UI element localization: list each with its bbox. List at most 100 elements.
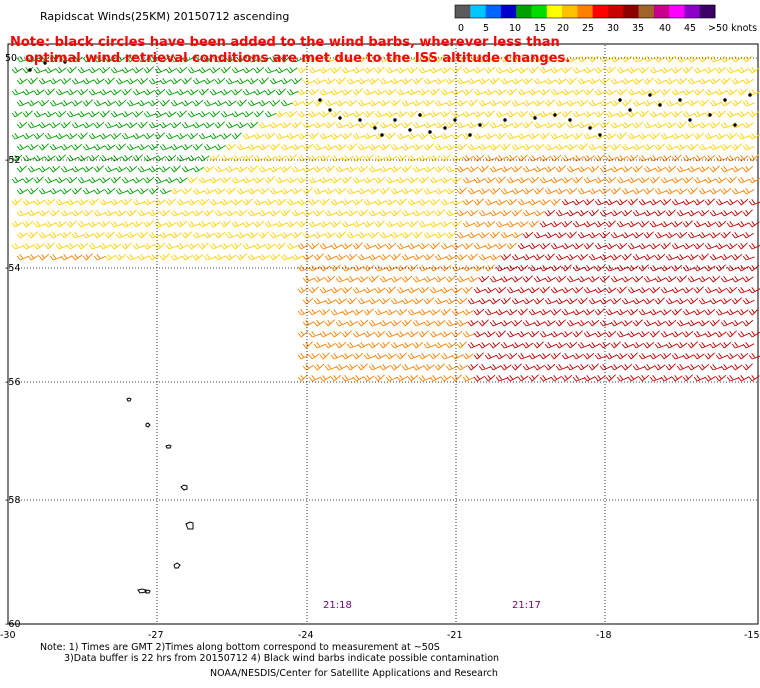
wind-barb (456, 364, 469, 371)
wind-barb (726, 309, 739, 316)
wind-barb (737, 309, 749, 316)
wind-barb (335, 231, 346, 239)
wind-barb (231, 177, 244, 184)
wind-barb (297, 111, 310, 118)
wind-barb (385, 67, 398, 74)
wind-barb (60, 188, 72, 195)
wind-barb (346, 276, 359, 283)
wind-barb (544, 276, 557, 283)
lat-label: -54 (5, 263, 21, 274)
wind-barb (572, 111, 585, 118)
legend-swatch (470, 5, 487, 18)
wind-barb (682, 265, 695, 272)
contamination-dot (628, 108, 632, 112)
wind-barb (489, 341, 501, 349)
wind-barb (627, 111, 639, 118)
wind-barb (407, 177, 419, 184)
legend-swatch (455, 5, 471, 18)
wind-barb (665, 298, 678, 305)
wind-barb (368, 121, 379, 129)
wind-barb (715, 353, 728, 360)
wind-barb (511, 188, 524, 195)
wind-barb (346, 210, 358, 217)
wind-barb (11, 198, 22, 206)
wind-barb (236, 188, 249, 195)
wind-barb (319, 375, 332, 382)
wind-barb (616, 286, 627, 294)
wind-barb (368, 166, 381, 173)
wind-barb (654, 297, 665, 305)
contamination-dot (408, 128, 412, 132)
wind-barb (379, 187, 390, 195)
wind-barb (506, 133, 519, 140)
wind-barb (539, 67, 552, 74)
wind-barb (726, 221, 739, 228)
wind-barb (610, 187, 621, 195)
wind-barb (297, 176, 309, 184)
wind-barb (302, 254, 314, 261)
wind-barb (132, 133, 145, 140)
wind-barb (566, 187, 578, 195)
wind-barb (269, 78, 282, 85)
wind-barb (313, 253, 324, 261)
wind-barb (203, 100, 216, 107)
wind-barb (627, 375, 640, 382)
wind-barb (44, 177, 57, 184)
wind-barb (308, 132, 319, 140)
wind-barb (341, 155, 354, 162)
wind-barb (88, 89, 101, 96)
wind-barb (214, 77, 226, 85)
wind-barb (495, 375, 508, 382)
wind-barb (484, 177, 496, 184)
wind-barb (247, 121, 259, 129)
wind-barb (533, 320, 546, 327)
wind-barb (352, 133, 365, 140)
wind-barb (418, 243, 430, 250)
wind-barb (291, 210, 304, 217)
wind-barb (495, 67, 508, 74)
wind-barb (484, 110, 495, 118)
wind-barb (555, 78, 567, 85)
wind-barb (539, 221, 552, 228)
wind-barb (16, 210, 29, 217)
wind-barb (291, 254, 304, 261)
wind-barb (511, 319, 523, 327)
wind-barb (60, 254, 73, 261)
wind-barb (605, 89, 618, 96)
contamination-dot (338, 116, 342, 120)
wind-barb (660, 331, 673, 338)
wind-barb (269, 166, 282, 173)
wind-barb (236, 166, 248, 173)
wind-barb (693, 132, 704, 140)
wind-barb (302, 341, 313, 349)
wind-barb (528, 199, 541, 206)
wind-barb (324, 121, 336, 129)
wind-barb (484, 353, 497, 360)
wind-barb (544, 188, 557, 195)
wind-barb (429, 111, 442, 118)
time-label-1: 21:18 (323, 600, 352, 611)
wind-barb (726, 89, 738, 96)
wind-barb (55, 221, 67, 228)
wind-barb (396, 89, 409, 96)
wind-barb (665, 188, 678, 195)
wind-barb (297, 89, 310, 96)
wind-barb (539, 111, 552, 118)
wind-barb (242, 177, 255, 184)
wind-barb (187, 221, 200, 228)
wind-barb (412, 364, 425, 371)
wind-barb (324, 298, 337, 305)
wind-barb (330, 66, 342, 74)
wind-barb (357, 363, 368, 371)
wind-barb (38, 188, 51, 195)
wind-barb (731, 364, 743, 371)
wind-barb (154, 67, 167, 74)
wind-barb (363, 110, 375, 118)
wind-barb (709, 319, 720, 327)
wind-barb (588, 122, 600, 129)
wind-barb (528, 89, 541, 96)
wind-barb (478, 210, 491, 217)
wind-barb (396, 265, 408, 272)
wind-barb (698, 320, 710, 327)
wind-barb (324, 56, 337, 63)
